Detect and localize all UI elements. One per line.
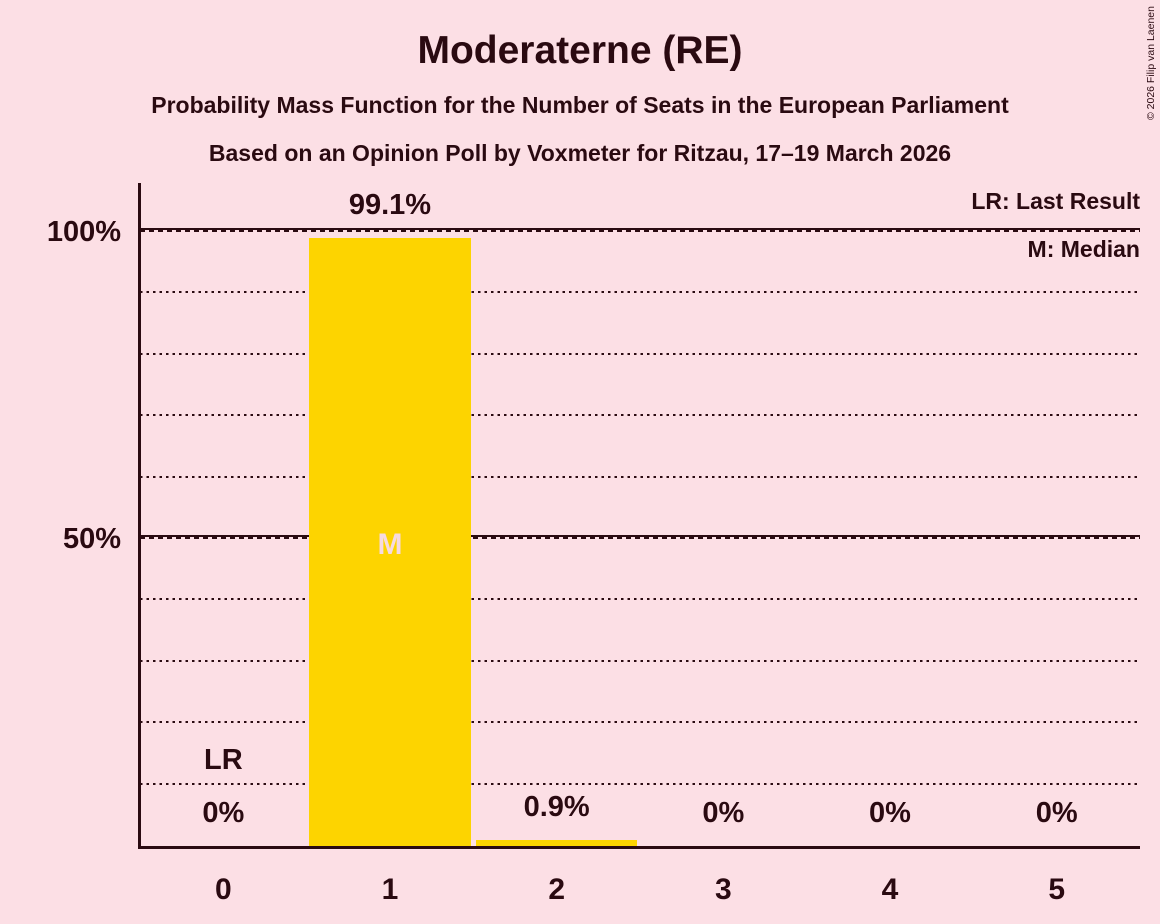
minor-gridline-10: [140, 782, 1140, 785]
minor-gridline-30: [140, 659, 1140, 662]
chart-subtitle-line2: Based on an Opinion Poll by Voxmeter for…: [208, 140, 952, 166]
median-marker: M: [377, 528, 403, 561]
column-seats-3: 0%: [640, 232, 807, 846]
minor-gridline-80: [140, 352, 1140, 355]
bar-value-label-1: 99.1%: [348, 188, 432, 221]
column-seats-2: 0.9%: [473, 232, 640, 846]
x-tick-label-5: 5: [1048, 873, 1065, 906]
x-tick-label-3: 3: [714, 873, 732, 906]
y-tick-label-100%: 100%: [46, 216, 121, 248]
x-axis-line: [140, 846, 1140, 849]
y-axis-line: [138, 183, 141, 849]
major-gridline-100: [140, 228, 1140, 232]
legend-last-result: LR: Last Result: [971, 188, 1140, 214]
plot-area: 0% LR 99.1% M 0.9% 0% 0% 0%: [140, 189, 1140, 846]
minor-gridline-70: [140, 414, 1140, 417]
bar-value-label-0: 0%: [202, 797, 245, 829]
column-seats-0: 0% LR: [140, 232, 307, 846]
x-tick-label-0: 0: [214, 873, 232, 906]
minor-gridline-40: [140, 598, 1140, 601]
x-tick-label-1: 1: [381, 873, 399, 906]
column-seats-4: 0%: [807, 232, 974, 846]
bar-value-label-5: 0%: [1035, 797, 1078, 829]
x-tick-label-2: 2: [548, 873, 565, 906]
bar-value-label-3: 0%: [702, 797, 745, 829]
legend-median: M: Median: [1027, 236, 1140, 262]
minor-gridline-90: [140, 291, 1140, 294]
bar-seats-1: [309, 237, 471, 846]
bar-seats-2: [475, 840, 638, 846]
last-result-marker: LR: [203, 744, 243, 776]
minor-gridline-20: [140, 721, 1140, 724]
column-seats-5: 0%: [973, 232, 1140, 846]
chart-title: Moderaterne (RE): [417, 29, 743, 72]
minor-gridline-60: [140, 475, 1140, 478]
y-tick-label-50%: 50%: [62, 523, 121, 555]
column-seats-1: 99.1% M: [307, 189, 474, 846]
major-gridline-50: [140, 535, 1140, 539]
bar-value-label-4: 0%: [869, 797, 911, 829]
bar-value-label-2: 0.9%: [523, 791, 590, 824]
x-tick-label-4: 4: [881, 873, 899, 906]
chart-subtitle-line1: Probability Mass Function for the Number…: [151, 92, 1009, 118]
